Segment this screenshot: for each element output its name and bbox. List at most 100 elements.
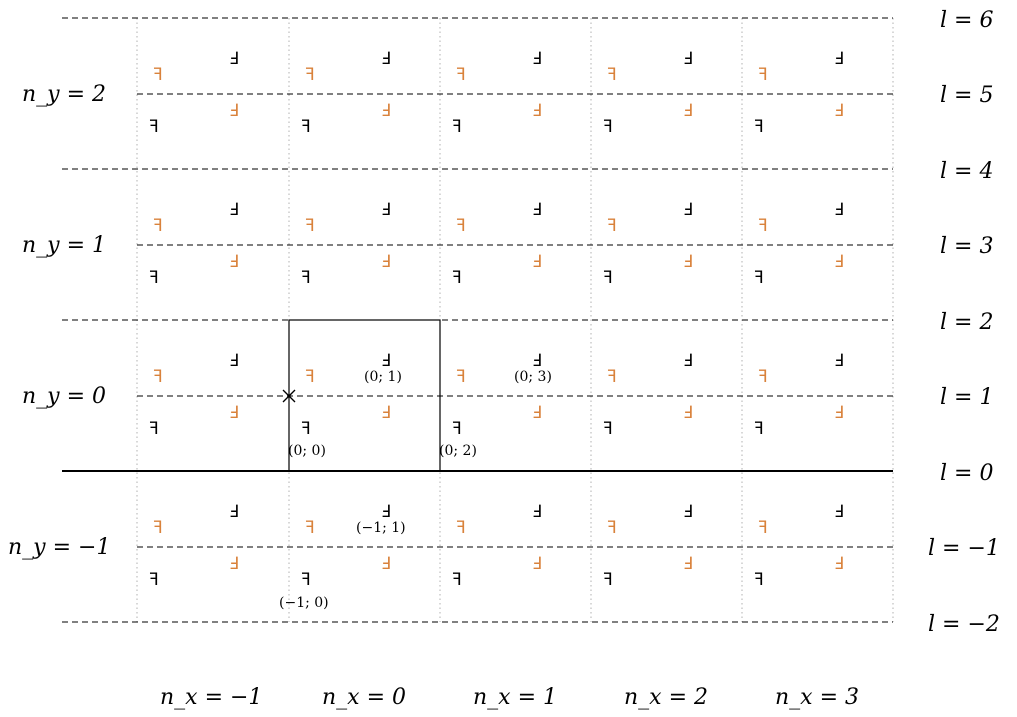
black-lower-glyph: ꟻ (452, 268, 462, 288)
black-upper-glyph: Ⅎ (834, 502, 844, 522)
orange-lower-glyph: Ⅎ (229, 403, 239, 423)
orange-upper-glyph: ꟻ (607, 216, 617, 236)
nx-label: n_x = 3 (775, 685, 859, 710)
black-lower-glyph: ꟻ (452, 419, 462, 439)
black-lower-glyph: ꟻ (754, 570, 764, 590)
nx-labels: n_x = −1 n_x = 0 n_x = 1 n_x = 2 n_x = 3 (160, 685, 859, 710)
black-upper-glyph: Ⅎ (381, 351, 391, 371)
nx-label: n_x = 1 (473, 685, 557, 710)
coord-label: (−1; 1) (356, 520, 406, 536)
orange-upper-glyph: ꟻ (456, 367, 466, 387)
black-upper-glyph: Ⅎ (229, 502, 239, 522)
orange-lower-glyph: Ⅎ (381, 252, 391, 272)
coord-labels: (0; 1) (0; 3) (0; 0) (0; 2) (−1; 1) (−1;… (279, 369, 552, 611)
black-lower-glyph: ꟻ (603, 268, 613, 288)
black-lower-glyph: ꟻ (603, 570, 613, 590)
l-label: l = −1 (928, 536, 1000, 561)
orange-upper-glyph: ꟻ (305, 216, 315, 236)
orange-upper-glyph: ꟻ (456, 65, 466, 85)
orange-lower-glyph: Ⅎ (381, 101, 391, 121)
black-lower-glyph: ꟻ (603, 419, 613, 439)
black-upper-glyph: Ⅎ (532, 351, 542, 371)
orange-lower-glyph: Ⅎ (683, 252, 693, 272)
black-upper-glyph: Ⅎ (229, 351, 239, 371)
black-lower-glyph: ꟻ (149, 117, 159, 137)
coord-label: (0; 0) (288, 443, 326, 459)
l-label: l = 3 (940, 234, 993, 259)
black-upper-glyph: Ⅎ (381, 200, 391, 220)
coord-label: (0; 1) (364, 369, 402, 385)
orange-upper-glyph: ꟻ (153, 518, 163, 538)
black-lower-glyph: ꟻ (301, 419, 311, 439)
orange-upper-glyph: ꟻ (153, 367, 163, 387)
black-lower-glyph: ꟻ (452, 117, 462, 137)
coord-label: (−1; 0) (279, 595, 329, 611)
ny-label: n_y = −1 (8, 535, 110, 560)
black-upper-glyph: Ⅎ (532, 49, 542, 69)
orange-lower-glyph: Ⅎ (834, 252, 844, 272)
black-upper-glyph: Ⅎ (834, 351, 844, 371)
black-upper-glyph: Ⅎ (229, 200, 239, 220)
nx-label: n_x = −1 (160, 685, 262, 710)
black-upper-glyph: Ⅎ (532, 200, 542, 220)
orange-upper-glyph: ꟻ (758, 216, 768, 236)
orange-upper-glyph: ꟻ (607, 518, 617, 538)
black-upper-glyph: Ⅎ (381, 49, 391, 69)
orange-upper-glyph: ꟻ (607, 65, 617, 85)
nx-label: n_x = 0 (322, 685, 406, 710)
orange-upper-glyph: ꟻ (305, 65, 315, 85)
black-upper-glyph: Ⅎ (683, 351, 693, 371)
nx-label: n_x = 2 (624, 685, 708, 710)
l-label: l = 4 (940, 159, 993, 184)
black-lower-glyph: ꟻ (149, 268, 159, 288)
orange-lower-glyph: Ⅎ (381, 554, 391, 574)
black-lower-glyph: ꟻ (754, 117, 764, 137)
ny-label: n_y = 2 (22, 82, 106, 107)
orange-upper-glyph: ꟻ (758, 518, 768, 538)
glyph-layer: Ⅎ ꟻ Ⅎ ꟻ Ⅎ ꟻ Ⅎ ꟻ Ⅎ ꟻ Ⅎ ꟻ Ⅎ ꟻ Ⅎ ꟻ Ⅎ ꟻ Ⅎ ꟻ Ⅎ ꟻ Ⅎ ꟻ Ⅎ ꟻ Ⅎ ꟻ Ⅎ ꟻ Ⅎ ꟻ Ⅎ ꟻ Ⅎ ꟻ Ⅎ ꟻ Ⅎ ꟻ… (149, 49, 844, 590)
black-upper-glyph: Ⅎ (834, 49, 844, 69)
orange-upper-glyph: ꟻ (758, 367, 768, 387)
black-lower-glyph: ꟻ (452, 570, 462, 590)
orange-lower-glyph: Ⅎ (229, 252, 239, 272)
black-lower-glyph: ꟻ (301, 117, 311, 137)
black-lower-glyph: ꟻ (754, 268, 764, 288)
coord-label: (0; 2) (439, 443, 477, 459)
orange-upper-glyph: ꟻ (305, 518, 315, 538)
ny-label: n_y = 1 (22, 233, 106, 258)
orange-lower-glyph: Ⅎ (683, 554, 693, 574)
orange-lower-glyph: Ⅎ (532, 554, 542, 574)
orange-lower-glyph: Ⅎ (683, 403, 693, 423)
orange-upper-glyph: ꟻ (758, 65, 768, 85)
coord-label: (0; 3) (514, 369, 552, 385)
l-label: l = −2 (928, 612, 1000, 637)
orange-upper-glyph: ꟻ (456, 216, 466, 236)
orange-lower-glyph: Ⅎ (834, 554, 844, 574)
black-upper-glyph: Ⅎ (834, 200, 844, 220)
black-upper-glyph: Ⅎ (381, 502, 391, 522)
black-lower-glyph: ꟻ (603, 117, 613, 137)
ny-labels: n_y = 2 n_y = 1 n_y = 0 n_y = −1 (8, 82, 110, 560)
orange-upper-glyph: ꟻ (607, 367, 617, 387)
black-lower-glyph: ꟻ (301, 268, 311, 288)
orange-lower-glyph: Ⅎ (834, 403, 844, 423)
orange-lower-glyph: Ⅎ (229, 101, 239, 121)
orange-lower-glyph: Ⅎ (381, 403, 391, 423)
l-labels: l = 6 l = 5 l = 4 l = 3 l = 2 l = 1 l = … (928, 8, 1000, 637)
black-upper-glyph: Ⅎ (683, 49, 693, 69)
l-label: l = 5 (940, 83, 993, 108)
black-upper-glyph: Ⅎ (532, 502, 542, 522)
orange-upper-glyph: ꟻ (456, 518, 466, 538)
level-lines (62, 17, 893, 623)
ny-label: n_y = 0 (22, 384, 106, 409)
black-lower-glyph: ꟻ (754, 419, 764, 439)
orange-lower-glyph: Ⅎ (229, 554, 239, 574)
orange-upper-glyph: ꟻ (153, 216, 163, 236)
l-label: l = 6 (940, 8, 993, 33)
black-upper-glyph: Ⅎ (229, 49, 239, 69)
l-label: l = 1 (940, 385, 993, 410)
black-lower-glyph: ꟻ (149, 570, 159, 590)
orange-lower-glyph: Ⅎ (532, 252, 542, 272)
orange-upper-glyph: ꟻ (305, 367, 315, 387)
